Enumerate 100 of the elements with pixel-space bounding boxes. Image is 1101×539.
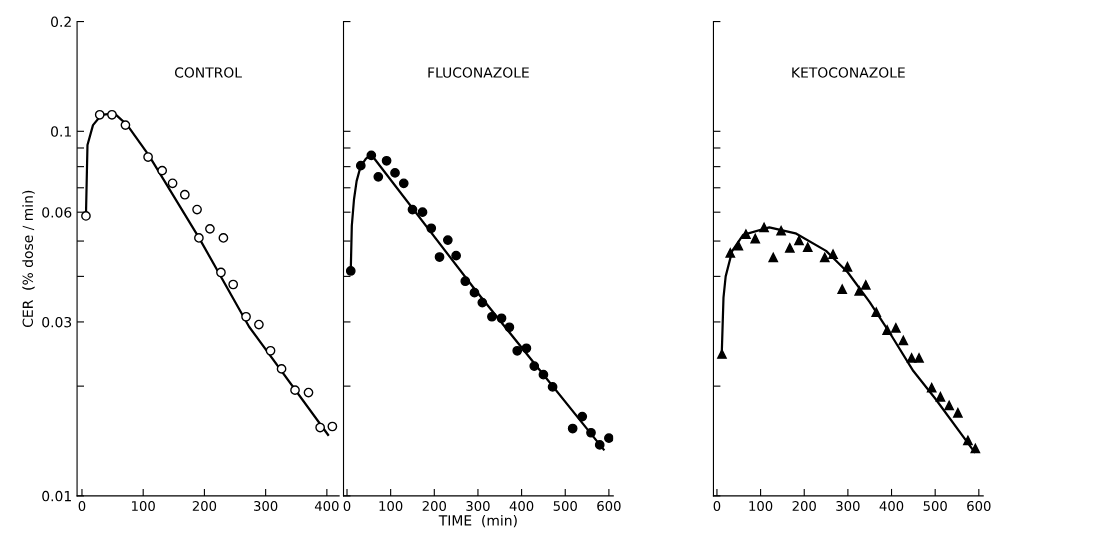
- point: [120, 120, 131, 130]
- point: [241, 311, 251, 322]
- point: [373, 171, 384, 182]
- point: [179, 189, 190, 200]
- x-tick-label: 100: [379, 500, 403, 511]
- x-tick-label: 0: [713, 500, 721, 511]
- text: KETOCONAZOLE: [792, 67, 905, 78]
- point: [487, 311, 497, 322]
- point: [398, 178, 409, 189]
- x-tick-label: 400: [509, 500, 534, 511]
- point: [81, 211, 91, 221]
- point: [407, 204, 418, 215]
- point: [216, 267, 226, 278]
- point: [143, 152, 153, 162]
- point: [586, 427, 596, 438]
- point: [205, 224, 215, 234]
- text: FLUCONAZOLE: [428, 67, 529, 78]
- x-tick-label: 100: [749, 500, 773, 511]
- point: [741, 229, 751, 240]
- point: [228, 279, 239, 290]
- point: [521, 343, 532, 354]
- point: [768, 252, 779, 263]
- x-tick-label: 600: [967, 500, 991, 511]
- point: [512, 345, 523, 356]
- point: [265, 345, 276, 356]
- point: [837, 284, 848, 295]
- point: [327, 421, 338, 432]
- point: [469, 287, 480, 298]
- point: [355, 160, 366, 171]
- y-tick-label: 0.03: [42, 316, 72, 328]
- point: [538, 369, 549, 380]
- point: [167, 178, 178, 189]
- point: [953, 407, 963, 418]
- point: [390, 168, 400, 178]
- y-tick-label: 0.06: [42, 207, 72, 218]
- point: [882, 325, 893, 335]
- x-axis-title: TIME (min): [438, 514, 517, 528]
- y-tick-label: 0.1: [51, 126, 71, 137]
- point: [366, 150, 377, 161]
- point: [315, 422, 325, 433]
- point: [717, 349, 727, 359]
- point: [819, 252, 830, 263]
- point: [776, 225, 786, 236]
- point: [477, 297, 488, 308]
- point: [860, 280, 871, 290]
- point: [303, 387, 314, 398]
- x-tick-label: 600: [597, 500, 621, 511]
- point: [891, 322, 901, 333]
- point: [417, 207, 428, 218]
- point: [442, 235, 453, 245]
- point: [254, 319, 264, 330]
- point: [733, 240, 744, 251]
- point: [759, 222, 769, 233]
- text: CONTROL: [174, 67, 242, 78]
- x-tick-label: 200: [192, 500, 217, 511]
- point: [604, 433, 614, 444]
- y-tick-label: 0.01: [42, 490, 71, 502]
- point: [914, 353, 924, 363]
- point: [192, 204, 202, 215]
- x-tick-label: 0: [78, 500, 86, 511]
- point: [926, 382, 937, 393]
- y-axis-title: CER (% dose / min): [22, 190, 35, 328]
- x-tick-label: 500: [553, 500, 577, 511]
- point: [290, 385, 300, 396]
- point: [854, 286, 865, 296]
- x-tick-label: 500: [923, 500, 947, 511]
- point: [802, 242, 813, 253]
- point: [460, 276, 471, 287]
- point: [426, 223, 437, 234]
- point: [935, 391, 946, 402]
- point: [157, 165, 168, 176]
- x-tick-label: 200: [422, 500, 447, 511]
- x-tick-label: 200: [792, 500, 816, 511]
- point: [906, 353, 917, 363]
- point: [504, 322, 515, 333]
- point: [496, 313, 507, 324]
- point: [434, 252, 445, 262]
- point: [529, 361, 540, 371]
- point: [345, 266, 356, 276]
- x-tick-label: 0: [343, 500, 351, 511]
- point: [218, 233, 229, 243]
- point: [94, 109, 105, 120]
- point: [725, 248, 736, 258]
- x-tick-label: 300: [466, 500, 490, 511]
- point: [567, 423, 578, 434]
- point: [594, 440, 605, 450]
- x-tick-label: 400: [314, 500, 339, 511]
- x-tick-label: 400: [879, 500, 904, 511]
- point: [451, 250, 461, 261]
- point: [547, 382, 558, 392]
- point: [381, 155, 392, 166]
- point: [794, 235, 804, 246]
- x-tick-label: 300: [836, 500, 860, 511]
- x-tick-label: 300: [254, 500, 278, 511]
- point: [944, 400, 955, 411]
- point: [898, 335, 909, 346]
- point: [871, 307, 882, 318]
- point: [107, 109, 117, 120]
- x-tick-label: 100: [132, 500, 155, 511]
- point: [784, 242, 795, 253]
